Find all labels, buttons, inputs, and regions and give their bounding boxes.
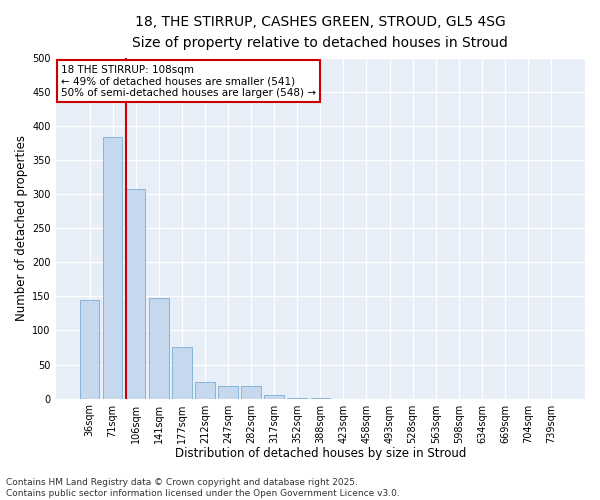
Y-axis label: Number of detached properties: Number of detached properties [15,135,28,321]
Bar [103,138,122,398]
X-axis label: Distribution of detached houses by size in Stroud: Distribution of detached houses by size … [175,447,466,460]
Text: 18 THE STIRRUP: 108sqm
← 49% of detached houses are smaller (541)
50% of semi-de: 18 THE STIRRUP: 108sqm ← 49% of detached… [61,64,316,98]
Bar [80,300,100,398]
Title: 18, THE STIRRUP, CASHES GREEN, STROUD, GL5 4SG
Size of property relative to deta: 18, THE STIRRUP, CASHES GREEN, STROUD, G… [133,15,508,50]
Bar [149,298,169,398]
Bar [241,386,261,398]
Bar [195,382,215,398]
Bar [126,188,145,398]
Text: Contains HM Land Registry data © Crown copyright and database right 2025.
Contai: Contains HM Land Registry data © Crown c… [6,478,400,498]
Bar [218,386,238,398]
Bar [172,348,191,399]
Bar [265,395,284,398]
